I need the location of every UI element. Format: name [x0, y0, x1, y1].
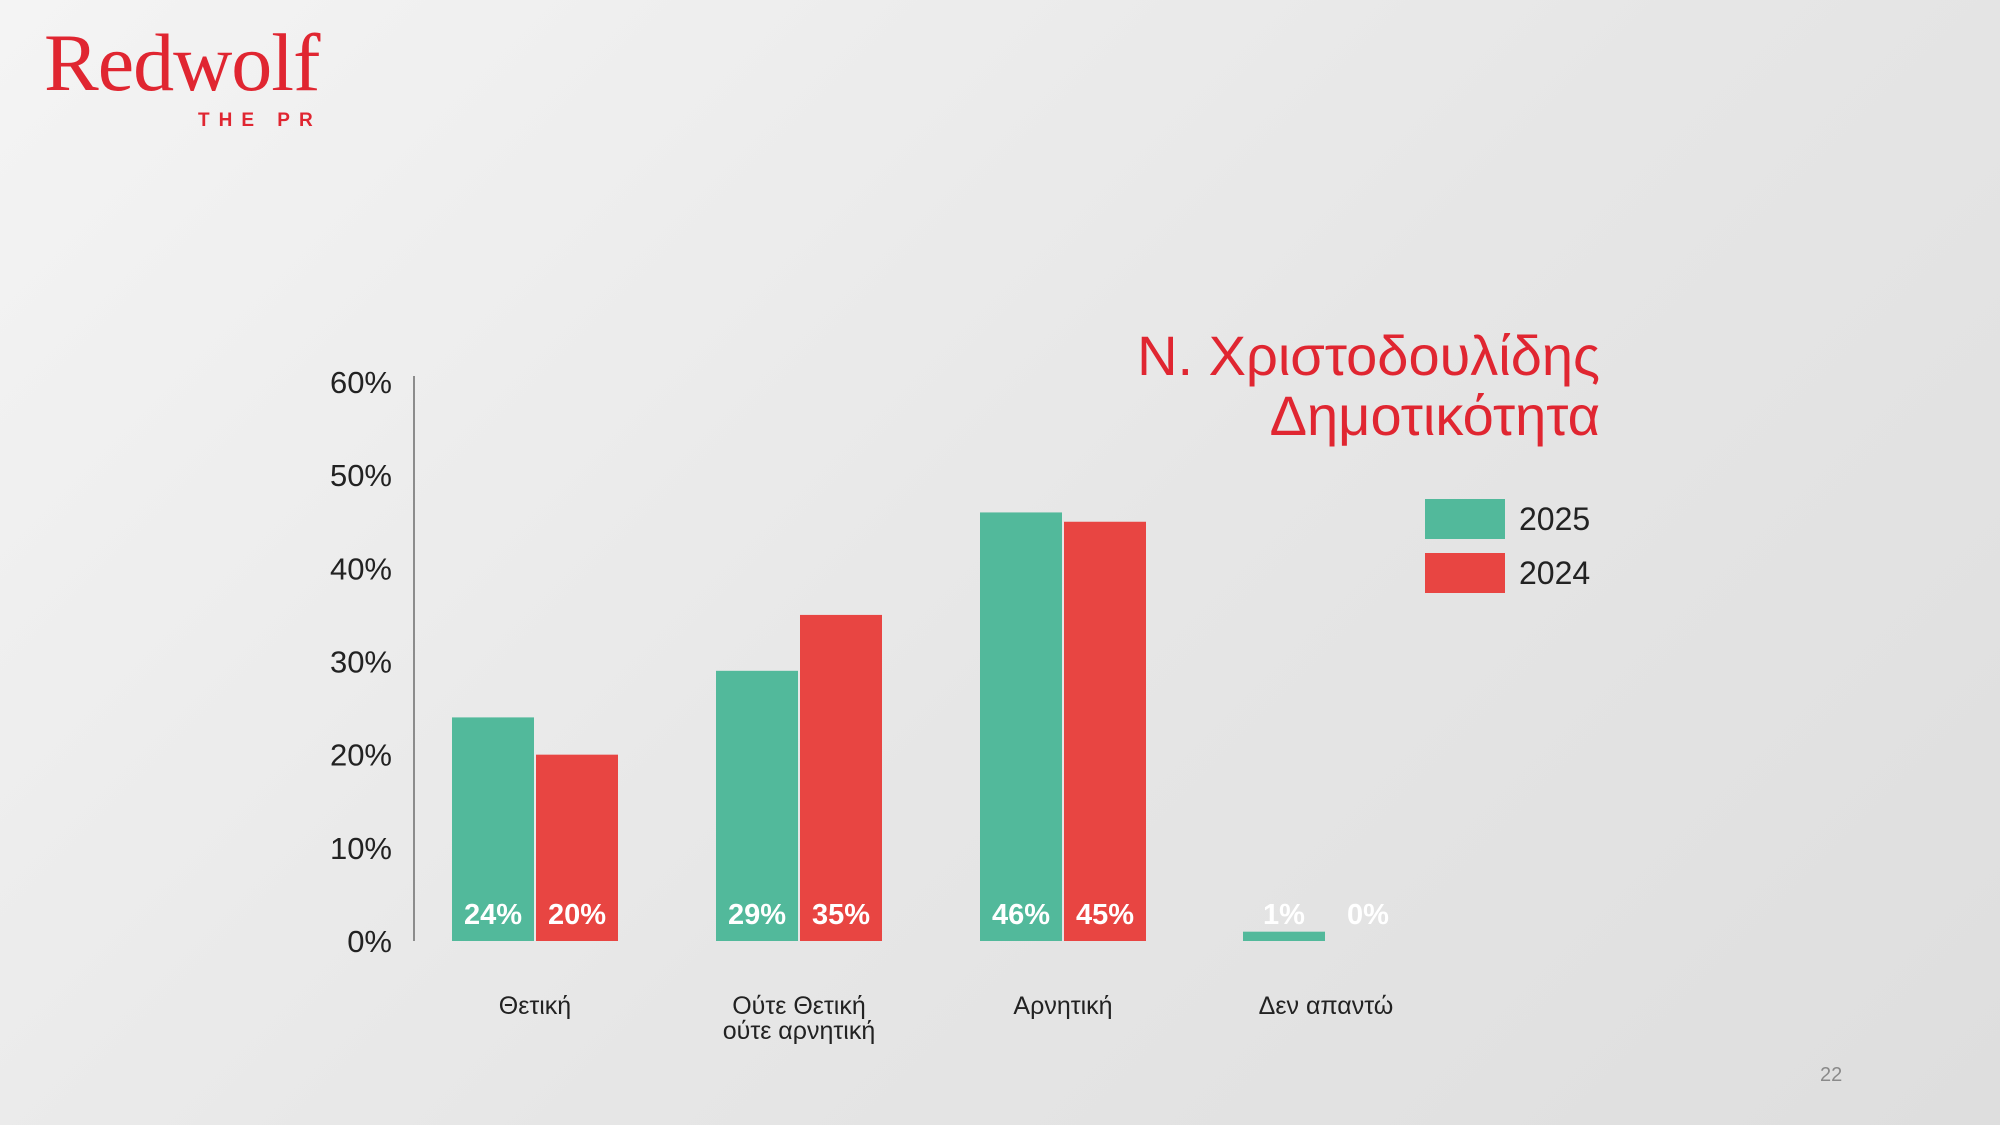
y-tick-label: 0%: [347, 924, 392, 959]
bar-value-label: 0%: [1347, 899, 1389, 931]
page-number: 22: [1820, 1064, 1843, 1086]
bar-value-label: 35%: [812, 899, 870, 931]
bar: [536, 754, 618, 941]
bar: [452, 717, 534, 941]
legend-item-2024: 2024: [1425, 546, 1590, 600]
legend-label-2024: 2024: [1519, 554, 1591, 591]
bar-value-label: 45%: [1076, 899, 1134, 931]
bar-value-label: 1%: [1263, 899, 1305, 931]
y-tick-label: 10%: [330, 831, 392, 866]
y-tick-label: 30%: [330, 645, 392, 680]
bar: [1064, 521, 1146, 941]
logo-tagline: THE PR: [198, 110, 322, 131]
chart-title-line-1: Ν. Χριστοδουλίδης: [1137, 324, 1600, 387]
bar: [980, 512, 1062, 941]
bar-value-label: 20%: [548, 899, 606, 931]
x-category-label: Ούτε Θετική: [732, 992, 866, 1020]
y-tick-label: 60%: [330, 365, 392, 400]
logo-wordmark: Redwolf: [44, 17, 320, 108]
x-category-label: Δεν απαντώ: [1259, 992, 1394, 1020]
chart-title-line-2: Δημοτικότητα: [1269, 384, 1600, 447]
chart-legend: 2025 2024: [1425, 492, 1590, 600]
y-tick-label: 40%: [330, 551, 392, 586]
bar: [800, 614, 882, 941]
legend-swatch-2024: [1425, 553, 1505, 593]
y-tick-label: 50%: [330, 458, 392, 493]
legend-item-2025: 2025: [1425, 492, 1590, 546]
bar-value-label: 46%: [992, 899, 1050, 931]
bar: [716, 670, 798, 941]
bar-value-label: 29%: [728, 899, 786, 931]
x-category-label: ούτε αρνητική: [723, 1017, 875, 1045]
redwolf-logo: Redwolf THE PR: [44, 22, 344, 132]
bar: [1243, 931, 1325, 941]
y-tick-label: 20%: [330, 738, 392, 773]
x-category-label: Αρνητική: [1013, 992, 1112, 1020]
bar-value-label: 24%: [464, 899, 522, 931]
chart-title: Ν. Χριστοδουλίδης Δημοτικότητα: [1137, 326, 1600, 446]
x-category-label: Θετική: [499, 992, 571, 1020]
legend-swatch-2025: [1425, 499, 1505, 539]
legend-label-2025: 2025: [1519, 500, 1591, 537]
